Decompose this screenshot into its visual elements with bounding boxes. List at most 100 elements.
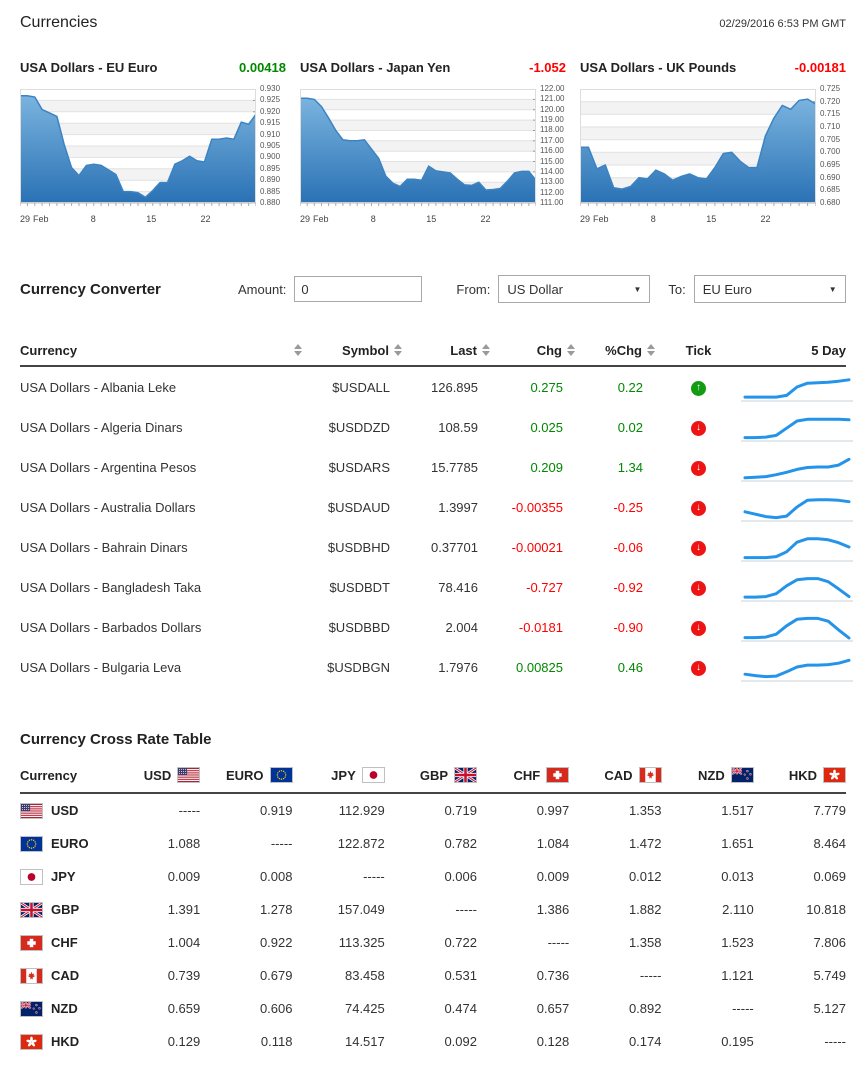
cross-rate-value: -----: [732, 1001, 754, 1016]
rates-table: Currency Symbol Last Chg %Chg Tick 5 Day USA Do…: [20, 335, 853, 687]
column-header-last[interactable]: Last: [403, 343, 491, 358]
cross-rate-value: 0.195: [721, 1034, 754, 1049]
x-axis-tick-label: 8: [650, 214, 656, 224]
y-axis-tick-label: 119.00: [540, 115, 564, 125]
currency-code-label: EURO: [225, 767, 264, 783]
cross-rate-value: 10.818: [806, 902, 846, 917]
table-row: USA Dollars - Bangladesh Taka $USDBDT 78.4…: [20, 567, 853, 607]
cross-rate-value: 0.657: [536, 1001, 570, 1016]
currency-code-label: NZD: [51, 1001, 78, 1016]
from-select-value: US Dollar: [507, 281, 563, 297]
x-axis-tick-label: Feb: [32, 214, 49, 224]
currency-code-label: JPY: [51, 869, 76, 884]
sort-icon[interactable]: [482, 344, 491, 356]
pchg-cell: 0.22: [617, 379, 643, 395]
cross-rate-value: 1.084: [536, 836, 570, 851]
cross-row-currency: CHF: [20, 934, 108, 951]
currency-code-label: NZD: [698, 767, 725, 783]
rates-table-header: Currency Symbol Last Chg %Chg Tick 5 Day: [20, 335, 846, 367]
mini-chart-plot-svg: [19, 88, 257, 206]
symbol-cell: $USDBHD: [327, 539, 390, 555]
cross-rate-value: 0.679: [259, 968, 293, 983]
from-label: From:: [456, 281, 491, 297]
cross-table-row: NZD 0.659 0.606 74.425 0.474 0.657 0.892 ----- 5…: [20, 992, 846, 1025]
page-header: Currencies 02/29/2016 6:53 PM GMT: [20, 0, 846, 32]
last-cell: 78.416: [438, 579, 478, 595]
mini-chart-card: USA Dollars - EU Euro 0.00418 29 Feb 8 15 22 0.…: [19, 60, 286, 227]
to-select-value: EU Euro: [702, 281, 752, 297]
tick-cell: ↓: [656, 418, 741, 436]
currency-code-label: CHF: [513, 767, 541, 783]
to-select[interactable]: EU Euro ▼: [693, 275, 846, 303]
cross-rate-value: 1.391: [167, 902, 201, 917]
cross-rate-title: Currency Cross Rate Table: [20, 731, 212, 748]
x-axis-tick-label: 15: [146, 214, 157, 224]
chg-cell: 0.00825: [516, 659, 563, 675]
currency-code-label: CHF: [51, 935, 78, 950]
currency-name-cell: USA Dollars - Bangladesh Taka: [20, 579, 202, 595]
chg-cell: -0.00021: [511, 539, 563, 555]
cross-row-currency: CAD: [20, 967, 108, 984]
pchg-cell: -0.92: [613, 579, 643, 595]
currency-code-label: CAD: [604, 767, 633, 783]
cross-rate-value: 1.882: [628, 902, 662, 917]
y-axis-tick-label: 0.915: [260, 118, 281, 128]
cross-rate-value: 1.121: [721, 968, 754, 983]
mini-chart-x-axis: 29 Feb 8 15 22: [580, 214, 816, 227]
symbol-cell: $USDBBD: [328, 619, 390, 635]
cross-rate-value: 7.779: [813, 803, 846, 818]
table-row: USA Dollars - Bulgaria Leva $USDBGN 1.7976…: [20, 647, 853, 687]
cross-header-jpy: JPY: [293, 767, 385, 783]
cross-rate-value: 5.749: [813, 968, 846, 983]
symbol-cell: $USDBDT: [329, 579, 390, 595]
cross-rate-value: 1.651: [721, 836, 754, 851]
flag-eu-icon: [269, 767, 293, 783]
five-day-sparkline: [741, 498, 853, 522]
mini-chart-y-axis: 0.930 0.925 0.920 0.915 0.910 0.905 0.900 0.895…: [256, 85, 286, 207]
column-header-chg[interactable]: Chg: [491, 343, 576, 358]
cross-rate-value: 1.358: [628, 935, 662, 950]
column-header-symbol[interactable]: Symbol: [303, 343, 403, 358]
tick-down-icon: ↓: [691, 620, 706, 636]
tick-down-icon: ↓: [691, 660, 706, 676]
mini-chart-title: USA Dollars - EU Euro: [20, 60, 158, 75]
cross-rate-value: 0.092: [444, 1034, 477, 1049]
x-axis-tick-label: 15: [706, 214, 717, 224]
y-axis-tick-label: 0.890: [260, 175, 281, 185]
cross-rate-value: -----: [824, 1034, 846, 1049]
mini-chart-card: USA Dollars - Japan Yen -1.052 29 Feb 8 15 22 1…: [299, 60, 566, 227]
currency-code-label: GBP: [51, 902, 80, 917]
cross-table-row: HKD 0.129 0.118 14.517 0.092 0.128 0.174 0.195 -…: [20, 1025, 846, 1058]
flag-nz-icon: [20, 1000, 43, 1017]
symbol-cell: $USDBGN: [327, 659, 390, 675]
cross-header-label: Currency: [20, 767, 78, 783]
cross-rate-value: 0.531: [444, 968, 477, 983]
cross-row-currency: EURO: [20, 835, 108, 852]
column-header-currency[interactable]: Currency: [20, 343, 303, 358]
sort-icon[interactable]: [294, 344, 303, 356]
spark-cell: [741, 450, 853, 484]
cross-header-chf: CHF: [477, 767, 570, 783]
last-cell: 15.7785: [431, 459, 478, 475]
cross-rate-value: 0.606: [259, 1001, 293, 1016]
cross-rate-value: 0.722: [444, 935, 477, 950]
sort-icon[interactable]: [647, 344, 656, 356]
column-header-label: Last: [450, 342, 477, 358]
column-header-chg[interactable]: %Chg: [576, 343, 656, 358]
flag-jp-icon: [20, 868, 43, 885]
sort-icon[interactable]: [567, 344, 576, 356]
table-row: USA Dollars - Bahrain Dinars $USDBHD 0.377…: [20, 527, 853, 567]
pchg-cell: -0.25: [613, 499, 643, 515]
y-axis-tick-label: 112.00: [540, 187, 564, 197]
y-axis-tick-label: 0.685: [820, 185, 841, 195]
cross-header-nzd: NZD: [662, 767, 754, 783]
sort-icon[interactable]: [394, 344, 403, 356]
tick-up-icon: ↑: [691, 380, 706, 396]
cross-rate-value: 0.739: [167, 968, 201, 983]
mini-chart-body: 29 Feb 8 15 22 122.00 121.00 120.00 119.00 118.00…: [299, 85, 566, 227]
y-axis-tick-label: 0.930: [260, 84, 281, 93]
amount-input[interactable]: [294, 276, 423, 302]
from-select[interactable]: US Dollar ▼: [498, 275, 651, 303]
cross-rate-value: -----: [270, 836, 293, 851]
x-axis-tick-label: 8: [90, 214, 96, 224]
